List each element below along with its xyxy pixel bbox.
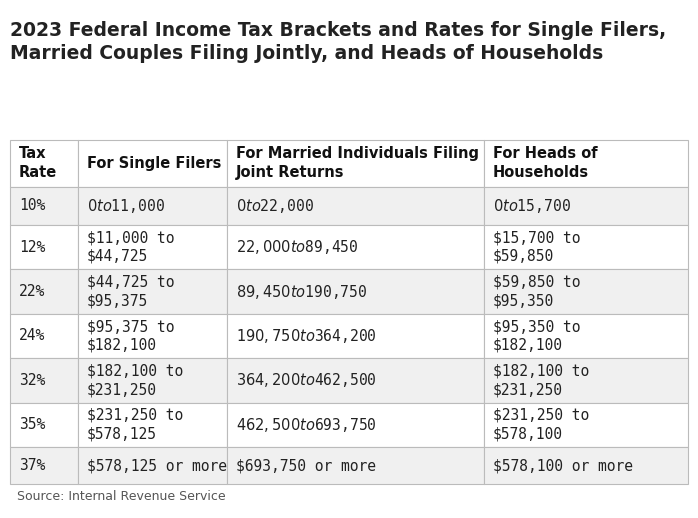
Text: 24%: 24% xyxy=(19,328,45,343)
Text: $15,700 to
$59,850: $15,700 to $59,850 xyxy=(493,231,580,264)
Text: 10%: 10% xyxy=(19,198,45,213)
Bar xyxy=(484,140,688,186)
Bar xyxy=(227,269,484,314)
Text: Tax
Rate: Tax Rate xyxy=(19,147,57,180)
Bar xyxy=(10,225,78,269)
Text: $182,100 to
$231,250: $182,100 to $231,250 xyxy=(87,364,183,397)
Text: $0 to $22,000: $0 to $22,000 xyxy=(235,197,313,215)
Bar xyxy=(227,447,484,484)
Text: 37%: 37% xyxy=(19,458,45,473)
Text: 35%: 35% xyxy=(19,417,45,432)
Bar xyxy=(78,269,227,314)
Bar xyxy=(227,225,484,269)
Text: $89,450 to $190,750: $89,450 to $190,750 xyxy=(235,282,367,300)
Bar xyxy=(78,402,227,447)
Text: 22%: 22% xyxy=(19,284,45,299)
Bar xyxy=(10,314,78,358)
Text: $11,000 to
$44,725: $11,000 to $44,725 xyxy=(87,231,174,264)
Bar xyxy=(484,358,688,402)
Bar xyxy=(227,140,484,186)
Bar xyxy=(484,447,688,484)
Text: $59,850 to
$95,350: $59,850 to $95,350 xyxy=(493,275,580,308)
Text: $190,750 to $364,200: $190,750 to $364,200 xyxy=(235,327,376,345)
Bar xyxy=(10,358,78,402)
Text: $231,250 to
$578,100: $231,250 to $578,100 xyxy=(493,408,589,441)
Bar xyxy=(10,402,78,447)
Bar xyxy=(227,402,484,447)
Bar xyxy=(10,140,78,186)
Text: $693,750 or more: $693,750 or more xyxy=(235,458,376,473)
Bar xyxy=(227,186,484,225)
Text: $462,500 to $693,750: $462,500 to $693,750 xyxy=(235,416,376,434)
Bar xyxy=(10,186,78,225)
Text: $22,000 to $89,450: $22,000 to $89,450 xyxy=(235,238,358,256)
Bar xyxy=(10,447,78,484)
Bar xyxy=(10,269,78,314)
Text: $231,250 to
$578,125: $231,250 to $578,125 xyxy=(87,408,183,441)
Text: $0 to $15,700: $0 to $15,700 xyxy=(493,197,571,215)
Text: $578,100 or more: $578,100 or more xyxy=(493,458,633,473)
Bar xyxy=(227,358,484,402)
Text: For Single Filers: For Single Filers xyxy=(87,156,221,171)
Text: $95,350 to
$182,100: $95,350 to $182,100 xyxy=(493,319,580,353)
Bar xyxy=(484,269,688,314)
Text: 12%: 12% xyxy=(19,240,45,255)
Text: $578,125 or more: $578,125 or more xyxy=(87,458,227,473)
Text: $0 to $11,000: $0 to $11,000 xyxy=(87,197,165,215)
Bar xyxy=(78,358,227,402)
Bar xyxy=(227,314,484,358)
Text: $182,100 to
$231,250: $182,100 to $231,250 xyxy=(493,364,589,397)
Bar xyxy=(78,314,227,358)
Bar xyxy=(78,186,227,225)
Bar xyxy=(484,186,688,225)
Text: $364,200 to $462,500: $364,200 to $462,500 xyxy=(235,371,376,390)
Text: For Heads of
Households: For Heads of Households xyxy=(493,147,597,180)
Text: For Married Individuals Filing
Joint Returns: For Married Individuals Filing Joint Ret… xyxy=(235,147,479,180)
Bar xyxy=(484,225,688,269)
Bar xyxy=(78,447,227,484)
Text: Source: Internal Revenue Service: Source: Internal Revenue Service xyxy=(17,490,226,502)
Text: $44,725 to
$95,375: $44,725 to $95,375 xyxy=(87,275,174,308)
Bar xyxy=(78,225,227,269)
Bar xyxy=(78,140,227,186)
Text: 2023 Federal Income Tax Brackets and Rates for Single Filers,
Married Couples Fi: 2023 Federal Income Tax Brackets and Rat… xyxy=(10,21,667,63)
Text: $95,375 to
$182,100: $95,375 to $182,100 xyxy=(87,319,174,353)
Bar xyxy=(484,314,688,358)
Text: 32%: 32% xyxy=(19,373,45,388)
Bar xyxy=(484,402,688,447)
